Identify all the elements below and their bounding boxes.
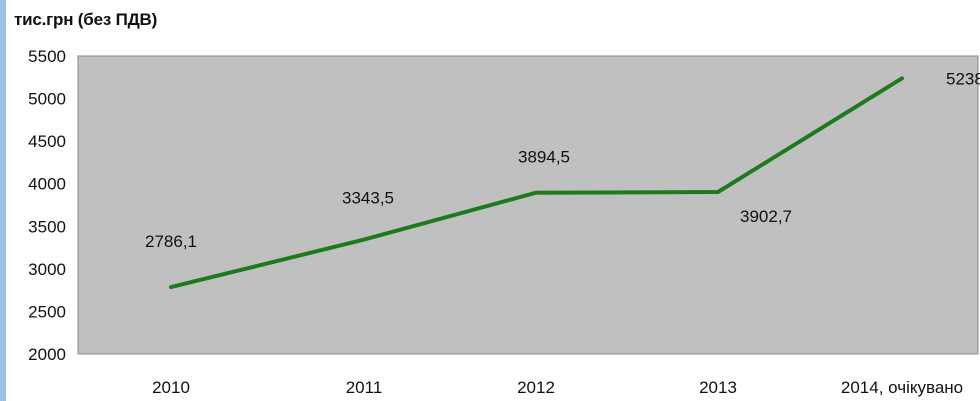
- y-tick-label: 2500: [28, 302, 66, 321]
- y-axis-ticks: 2000 2500 3000 3500 4000 4500 5000 5500: [28, 47, 66, 364]
- series-line: [169, 76, 904, 290]
- x-tick-label: 2012: [517, 378, 555, 397]
- y-tick-label: 4000: [28, 175, 66, 194]
- y-tick-label: 5000: [28, 90, 66, 109]
- y-tick-label: 4500: [28, 132, 66, 151]
- x-axis-ticks: 2010 2011 2012 2013 2014, очікувано: [152, 378, 963, 397]
- data-label: 3894,5: [518, 148, 570, 167]
- y-tick-label: 3500: [28, 217, 66, 236]
- data-label: 2786,1: [145, 232, 197, 251]
- y-axis-unit-label: тис.грн (без ПДВ): [14, 10, 158, 29]
- left-accent-bar: [0, 0, 6, 401]
- x-tick-label: 2010: [152, 378, 190, 397]
- y-tick-label: 2000: [28, 345, 66, 364]
- x-tick-label: 2014, очікувано: [841, 378, 963, 397]
- plot-area: [77, 55, 979, 355]
- data-label: 3343,5: [342, 189, 394, 208]
- data-label: 3902,7: [740, 207, 792, 226]
- y-tick-label: 3000: [28, 260, 66, 279]
- data-label: 5238,3: [946, 69, 980, 88]
- data-labels: 2786,1 3343,5 3894,5 3902,7 5238,3: [145, 69, 980, 251]
- x-tick-label: 2013: [699, 378, 737, 397]
- x-tick-label: 2011: [346, 378, 383, 397]
- y-tick-label: 5500: [28, 47, 66, 66]
